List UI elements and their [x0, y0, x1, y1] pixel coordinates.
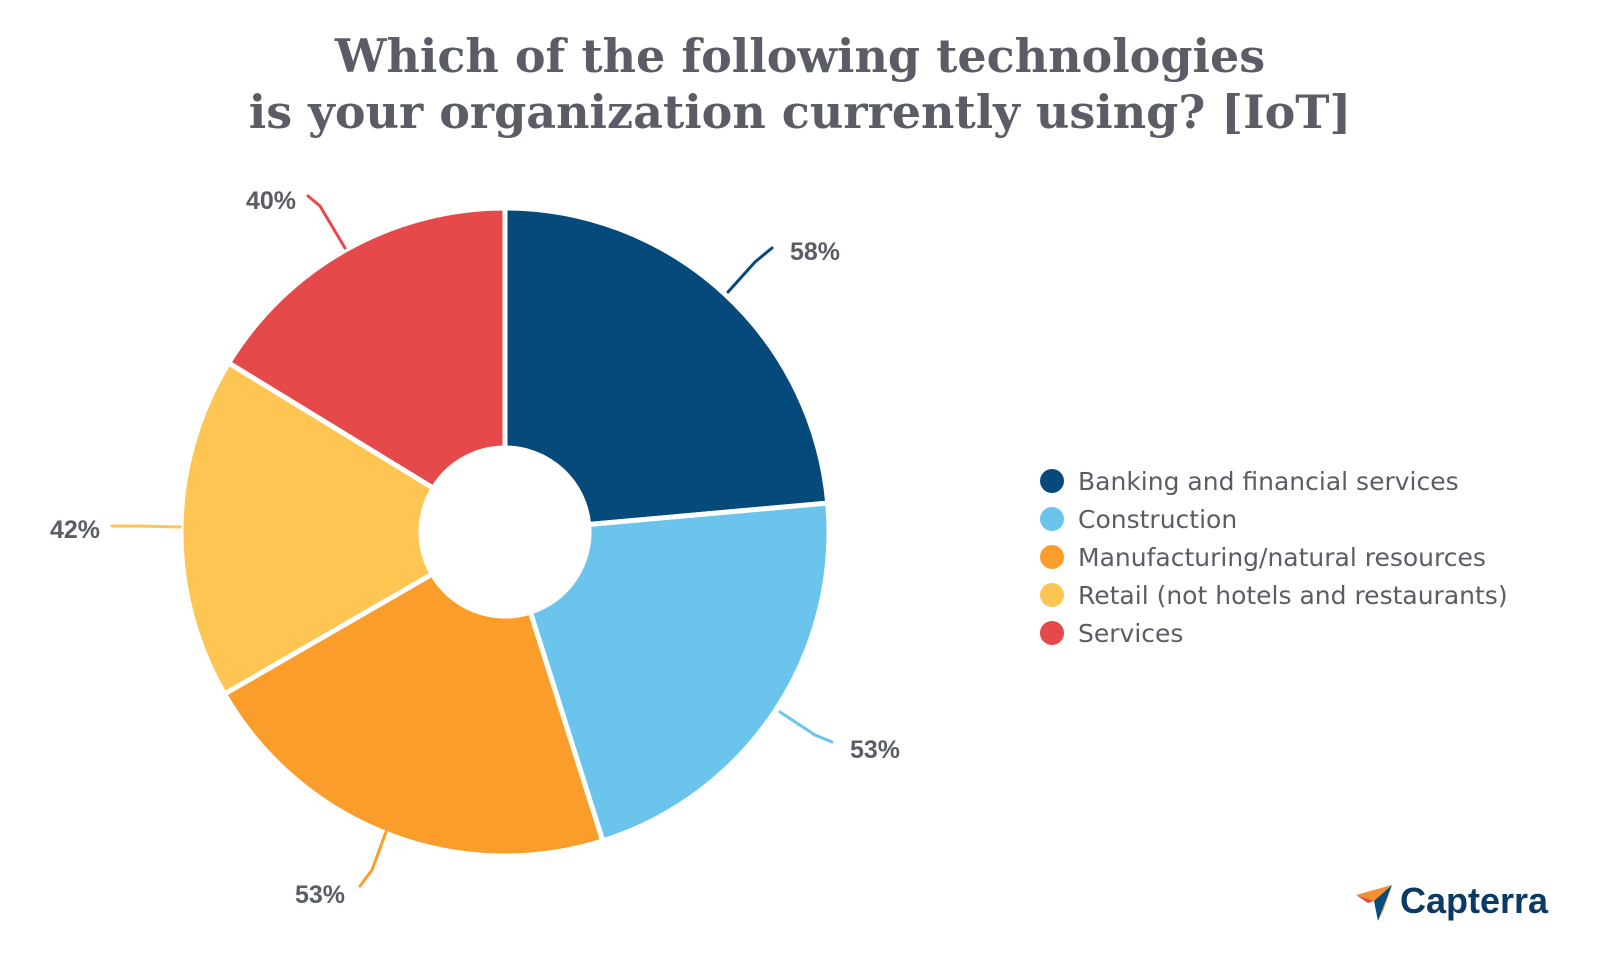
slice-retail: [178, 360, 436, 697]
legend-swatch-services: [1040, 621, 1064, 645]
legend-item-retail: Retail (not hotels and restaurants): [1040, 576, 1508, 614]
legend-label-banking: Banking and financial services: [1078, 466, 1459, 496]
legend-swatch-retail: [1040, 583, 1064, 607]
legend-item-construction: Construction: [1040, 500, 1508, 538]
data-label-retail: 42%: [50, 516, 100, 544]
capterra-logo: Capterra: [1354, 880, 1548, 922]
leader-line-services: [306, 194, 347, 250]
data-label-services: 40%: [246, 187, 296, 215]
legend-item-manufacturing: Manufacturing/natural resources: [1040, 538, 1508, 576]
legend-item-banking: Banking and financial services: [1040, 462, 1508, 500]
data-label-manufacturing: 53%: [295, 881, 345, 909]
chart-title: Which of the following technologies is y…: [0, 28, 1600, 140]
data-label-banking: 58%: [790, 238, 840, 266]
legend-item-services: Services: [1040, 614, 1508, 652]
legend-label-retail: Retail (not hotels and restaurants): [1078, 580, 1508, 610]
capterra-logo-text: Capterra: [1400, 880, 1549, 921]
capterra-arrow-icon: [1356, 885, 1392, 921]
slice-banking: [502, 205, 831, 528]
chart-legend: Banking and financial services Construct…: [1040, 462, 1508, 652]
chart-title-line-1: Which of the following technologies: [334, 29, 1266, 83]
legend-label-construction: Construction: [1078, 504, 1238, 534]
slice-services: [226, 205, 508, 491]
leader-line-retail: [110, 524, 182, 529]
slice-construction: [527, 500, 832, 844]
leader-line-manufacturing: [358, 830, 388, 888]
slice-manufacturing: [221, 571, 606, 859]
leader-line-banking: [726, 246, 774, 294]
legend-label-services: Services: [1078, 618, 1184, 648]
legend-swatch-construction: [1040, 507, 1064, 531]
leader-line-construction: [778, 710, 834, 744]
legend-swatch-manufacturing: [1040, 545, 1064, 569]
legend-swatch-banking: [1040, 469, 1064, 493]
legend-label-manufacturing: Manufacturing/natural resources: [1078, 542, 1486, 572]
chart-title-line-2: is your organization currently using? [I…: [248, 85, 1352, 139]
data-label-construction: 53%: [850, 736, 900, 764]
